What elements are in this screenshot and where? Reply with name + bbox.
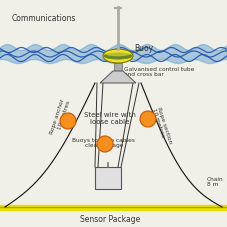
Circle shape	[139, 111, 155, 127]
Ellipse shape	[105, 52, 131, 57]
Text: Steel wire with
loose cable: Steel wire with loose cable	[84, 111, 135, 124]
Text: Buoys to keep cables
clear of cage: Buoys to keep cables clear of cage	[72, 137, 135, 148]
Text: Sensor Package: Sensor Package	[79, 215, 140, 224]
Bar	[95, 167, 121, 189]
Circle shape	[96, 136, 113, 152]
Text: Buoy: Buoy	[133, 43, 153, 52]
Text: Galvanised control tube
and cross bar: Galvanised control tube and cross bar	[123, 66, 194, 77]
Text: Rope anchor
10 metres: Rope anchor 10 metres	[49, 98, 71, 136]
Text: Chain
8 m: Chain 8 m	[206, 176, 223, 187]
Circle shape	[60, 114, 76, 129]
Ellipse shape	[103, 50, 132, 64]
Text: Communications: Communications	[12, 13, 76, 22]
Polygon shape	[100, 72, 135, 84]
Ellipse shape	[104, 54, 131, 60]
Text: Rope section
10 metres: Rope section 10 metres	[150, 106, 172, 145]
Polygon shape	[114, 64, 121, 72]
